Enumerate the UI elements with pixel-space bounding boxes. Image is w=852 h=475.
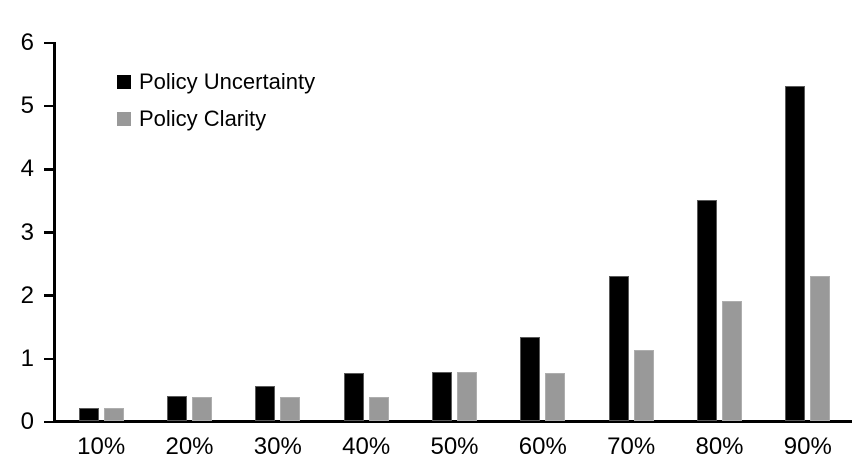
y-axis-label-0: 0 [20, 408, 34, 435]
legend: Policy Uncertainty Policy Clarity [117, 67, 315, 141]
bar-policy-clarity-80% [722, 301, 742, 421]
x-axis-label-70%: 70% [607, 433, 656, 460]
bar-policy-uncertainty-80% [697, 200, 717, 421]
x-axis-label-40%: 40% [342, 433, 391, 460]
legend-label-policy-clarity: Policy Clarity [139, 106, 267, 131]
y-axis-tick-5 [44, 104, 55, 108]
bar-policy-uncertainty-30% [255, 386, 276, 421]
y-axis-tick-2 [44, 294, 55, 297]
legend-item-policy-uncertainty: Policy Uncertainty [117, 67, 315, 97]
bar-policy-clarity-30% [280, 397, 301, 421]
bar-policy-clarity-60% [545, 373, 566, 421]
x-axis-label-30%: 30% [253, 433, 302, 460]
x-axis-label-90%: 90% [783, 433, 832, 460]
bar-policy-clarity-10% [103, 408, 124, 421]
bar-policy-uncertainty-50% [432, 372, 452, 421]
bar-policy-clarity-40% [368, 397, 389, 421]
bar-policy-uncertainty-70% [608, 276, 629, 421]
bar-policy-clarity-20% [192, 397, 212, 421]
x-axis-line [53, 420, 852, 423]
x-axis-label-50%: 50% [430, 433, 479, 460]
bar-policy-clarity-70% [633, 350, 654, 421]
y-axis-label-5: 5 [20, 92, 34, 120]
bar-policy-clarity-50% [457, 372, 477, 421]
y-axis-label-3: 3 [20, 218, 34, 246]
y-axis-label-6: 6 [20, 29, 34, 56]
y-axis-tick-4 [44, 168, 55, 171]
y-axis-tick-1 [44, 357, 55, 361]
bar-policy-uncertainty-40% [343, 373, 364, 421]
legend-item-policy-clarity: Policy Clarity [117, 104, 315, 134]
x-axis-label-10%: 10% [77, 433, 126, 460]
bar-policy-clarity-90% [810, 276, 831, 421]
y-axis-tick-0 [44, 420, 55, 424]
y-axis-label-1: 1 [20, 344, 34, 372]
legend-label-policy-uncertainty: Policy Uncertainty [139, 69, 316, 94]
legend-swatch-icon [117, 112, 131, 126]
x-axis-label-60%: 60% [518, 433, 567, 460]
y-axis-label-2: 2 [20, 281, 34, 309]
x-axis-label-80%: 80% [695, 433, 744, 460]
legend-swatch-icon [117, 75, 131, 89]
y-axis-tick-3 [44, 231, 55, 234]
x-axis-label-20%: 20% [165, 433, 214, 460]
bar-policy-uncertainty-20% [167, 396, 187, 421]
bar-policy-uncertainty-60% [520, 337, 541, 421]
bar-policy-uncertainty-10% [78, 408, 99, 421]
y-axis-label-4: 4 [20, 155, 34, 183]
y-axis-tick-6 [44, 41, 55, 45]
bar-policy-uncertainty-90% [785, 86, 806, 421]
